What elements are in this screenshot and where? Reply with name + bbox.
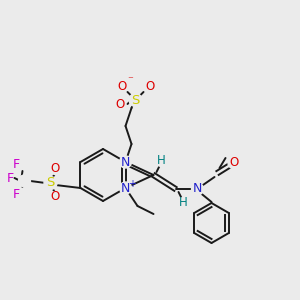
Text: O: O [51,163,60,176]
Circle shape [129,94,142,106]
Text: O: O [117,80,126,92]
Circle shape [19,175,31,187]
Text: O: O [229,157,238,169]
Text: ⁻: ⁻ [128,75,134,85]
Text: S: S [131,94,140,106]
Text: O: O [145,80,154,92]
Circle shape [116,80,128,92]
Text: F: F [13,188,20,200]
Circle shape [178,197,189,208]
Text: N: N [193,182,202,196]
Circle shape [50,164,61,175]
Text: O: O [115,98,124,110]
Circle shape [44,176,57,190]
Circle shape [119,182,131,194]
Text: N: N [121,155,130,169]
Text: F: F [7,172,14,184]
Text: N: N [121,182,130,194]
Circle shape [156,155,167,167]
Circle shape [228,158,239,169]
Text: H: H [157,154,166,167]
Text: F: F [13,158,20,170]
Text: +: + [128,179,136,189]
Circle shape [113,98,125,110]
Circle shape [119,156,131,168]
Circle shape [50,191,61,203]
Text: H: H [179,196,188,209]
Text: S: S [46,176,55,190]
Circle shape [143,80,155,92]
Circle shape [191,183,203,195]
Text: O: O [51,190,60,203]
